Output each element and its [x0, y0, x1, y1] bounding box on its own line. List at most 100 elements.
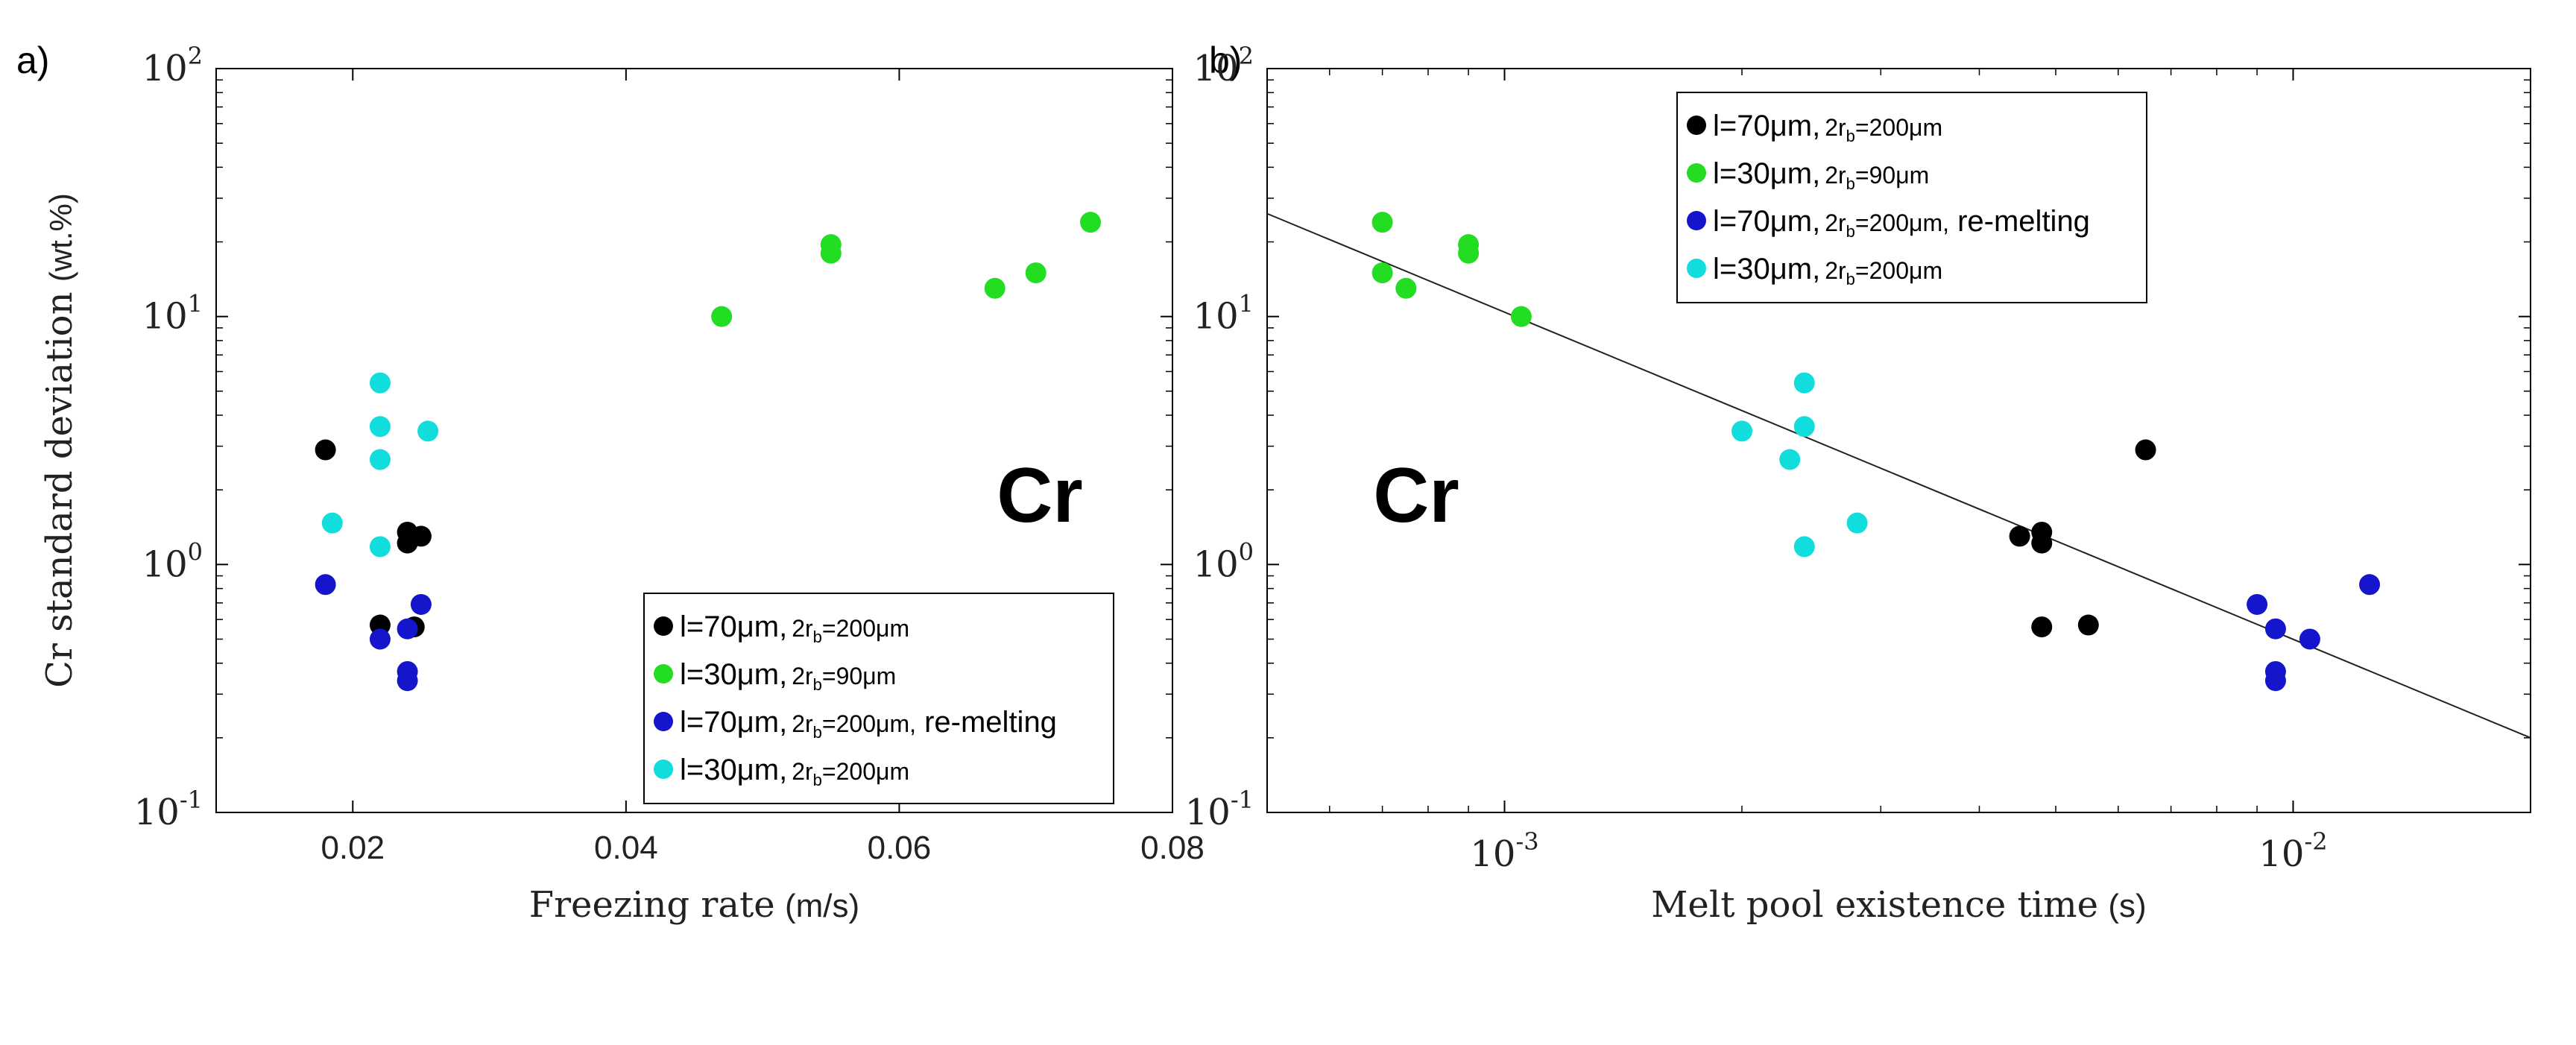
x-axis-label-text: Melt pool existence time [1651, 884, 2098, 926]
legend-entry: l=70μm, 2rb=200μm, re-melting [680, 706, 1057, 742]
legend-box [1676, 92, 2147, 303]
y-tick-label: 10-1 [134, 786, 203, 833]
y-tick-base: 10 [1193, 48, 1239, 89]
data-point [315, 439, 336, 461]
series-3 [1731, 372, 1868, 558]
data-point [2264, 618, 2286, 640]
legend-label-subscript: b [813, 675, 822, 694]
legend-entry: l=30μm, 2rb=90μm [680, 658, 896, 694]
legend-entry: l=70μm, 2rb=200μm [680, 610, 909, 646]
y-tick-exponent: -1 [1231, 786, 1254, 814]
legend-label-main: l=70μm, [680, 706, 787, 739]
x-tick-label: 0.02 [321, 830, 385, 866]
data-point [2077, 614, 2099, 636]
data-point [2264, 670, 2286, 692]
y-tick-base: 10 [1193, 543, 1239, 585]
legend-marker [1687, 211, 1706, 230]
legend-entry: l=70μm, 2rb=200μm [1713, 110, 1942, 145]
y-tick-base: 10 [142, 296, 188, 338]
y-tick-exponent: 0 [188, 537, 203, 566]
legend-label-main: l=30μm, [1713, 157, 1820, 190]
legend-label-main: l=30μm, [1713, 253, 1820, 285]
legend-marker [1687, 259, 1706, 278]
legend-label-size: =200μm [822, 758, 909, 785]
legend-label-main: l=70μm, [1713, 205, 1820, 238]
data-point [2135, 439, 2156, 461]
data-point [410, 593, 432, 615]
y-tick-exponent: 0 [1239, 537, 1254, 566]
legend-entry: l=70μm, 2rb=200μm, re-melting [1713, 205, 2090, 241]
data-point [1371, 262, 1393, 284]
legend-label-subscript: b [1846, 270, 1855, 288]
legend-label-2r: 2r [792, 758, 813, 785]
series-0 [2009, 439, 2156, 638]
y-tick-exponent: 2 [1239, 42, 1254, 70]
legend-label-subscript: b [1846, 127, 1855, 145]
x-tick-base: 10 [2258, 833, 2304, 875]
legend-label-2r: 2r [1825, 257, 1846, 284]
legend-label-size: =200μm [1855, 114, 1942, 141]
legend-label-2r: 2r [792, 710, 813, 737]
x-tick-base: 10 [1470, 833, 1515, 875]
data-point [1395, 277, 1417, 299]
y-tick-label: 102 [142, 42, 203, 89]
data-point [984, 277, 1006, 299]
data-point [1846, 512, 1868, 534]
legend-label-2r: 2r [1825, 209, 1846, 236]
y-tick-label: 101 [1193, 290, 1254, 338]
data-point [820, 242, 842, 264]
legend-label-size: =200μm, [822, 710, 916, 737]
series-3 [321, 372, 439, 558]
y-tick-label: 10-1 [1185, 786, 1254, 833]
x-tick-exponent: -2 [2304, 827, 2327, 856]
x-axis-label-text: Freezing rate [529, 884, 775, 926]
legend-label-main: l=30μm, [680, 658, 787, 691]
legend-label-tail: re-melting [1949, 205, 2090, 238]
y-tick-label: 100 [142, 537, 203, 585]
data-point [1025, 262, 1046, 284]
legend-label-subscript: b [813, 628, 822, 646]
legend-marker [1687, 116, 1706, 135]
y-tick-exponent: -1 [180, 786, 203, 814]
data-point [2359, 574, 2381, 596]
x-axis-label: Melt pool existence time (s) [1651, 884, 2146, 926]
legend-entry: l=30μm, 2rb=200μm [1713, 253, 1942, 288]
x-tick-exponent: -3 [1515, 827, 1538, 856]
x-tick-label: 10-3 [1470, 827, 1538, 875]
x-tick-label: 0.06 [868, 830, 932, 866]
legend-entry: l=30μm, 2rb=90μm [1713, 157, 1929, 193]
legend-label-size: =90μm [1855, 162, 1929, 189]
legend-marker [654, 712, 673, 731]
x-axis-label-space [775, 885, 785, 925]
legend-label-size: =90μm [822, 663, 896, 689]
legend-marker [654, 616, 673, 636]
y-tick-exponent: 1 [188, 290, 203, 318]
fit-line [1266, 212, 2531, 739]
x-tick-label: 0.04 [594, 830, 658, 866]
data-point [369, 536, 391, 558]
y-tick-base: 10 [142, 48, 188, 89]
panel-label: b) [1209, 40, 1242, 81]
series-2 [315, 574, 432, 692]
data-point [1793, 416, 1815, 438]
series-2 [2247, 574, 2381, 692]
legend-label-subscript: b [1846, 174, 1855, 193]
y-tick-base: 10 [1193, 296, 1239, 338]
legend-label-tail: re-melting [916, 706, 1057, 739]
legend-label-main: l=30μm, [680, 754, 787, 786]
data-point [369, 628, 391, 650]
data-point [315, 574, 336, 596]
y-axis-label-text: Cr standard deviation [39, 292, 80, 688]
data-point [369, 416, 391, 438]
y-tick-base: 10 [134, 792, 180, 833]
data-point [2031, 532, 2053, 554]
legend-label-size: =200μm [822, 615, 909, 642]
data-point [369, 449, 391, 470]
x-tick-label: 0.08 [1140, 830, 1205, 866]
data-point [417, 420, 439, 442]
y-axis-label-space [40, 282, 80, 291]
